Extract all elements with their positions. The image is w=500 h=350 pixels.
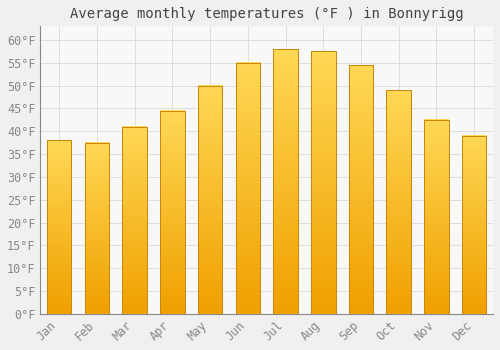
Bar — [386, 90, 411, 314]
Bar — [198, 86, 222, 314]
Bar — [84, 143, 109, 314]
Bar — [160, 111, 184, 314]
Bar — [47, 140, 72, 314]
Title: Average monthly temperatures (°F ) in Bonnyrigg: Average monthly temperatures (°F ) in Bo… — [70, 7, 464, 21]
Bar — [462, 136, 486, 314]
Bar — [274, 49, 298, 314]
Bar — [424, 120, 448, 314]
Bar — [348, 65, 374, 314]
Bar — [122, 127, 147, 314]
Bar — [236, 63, 260, 314]
Bar — [311, 51, 336, 314]
